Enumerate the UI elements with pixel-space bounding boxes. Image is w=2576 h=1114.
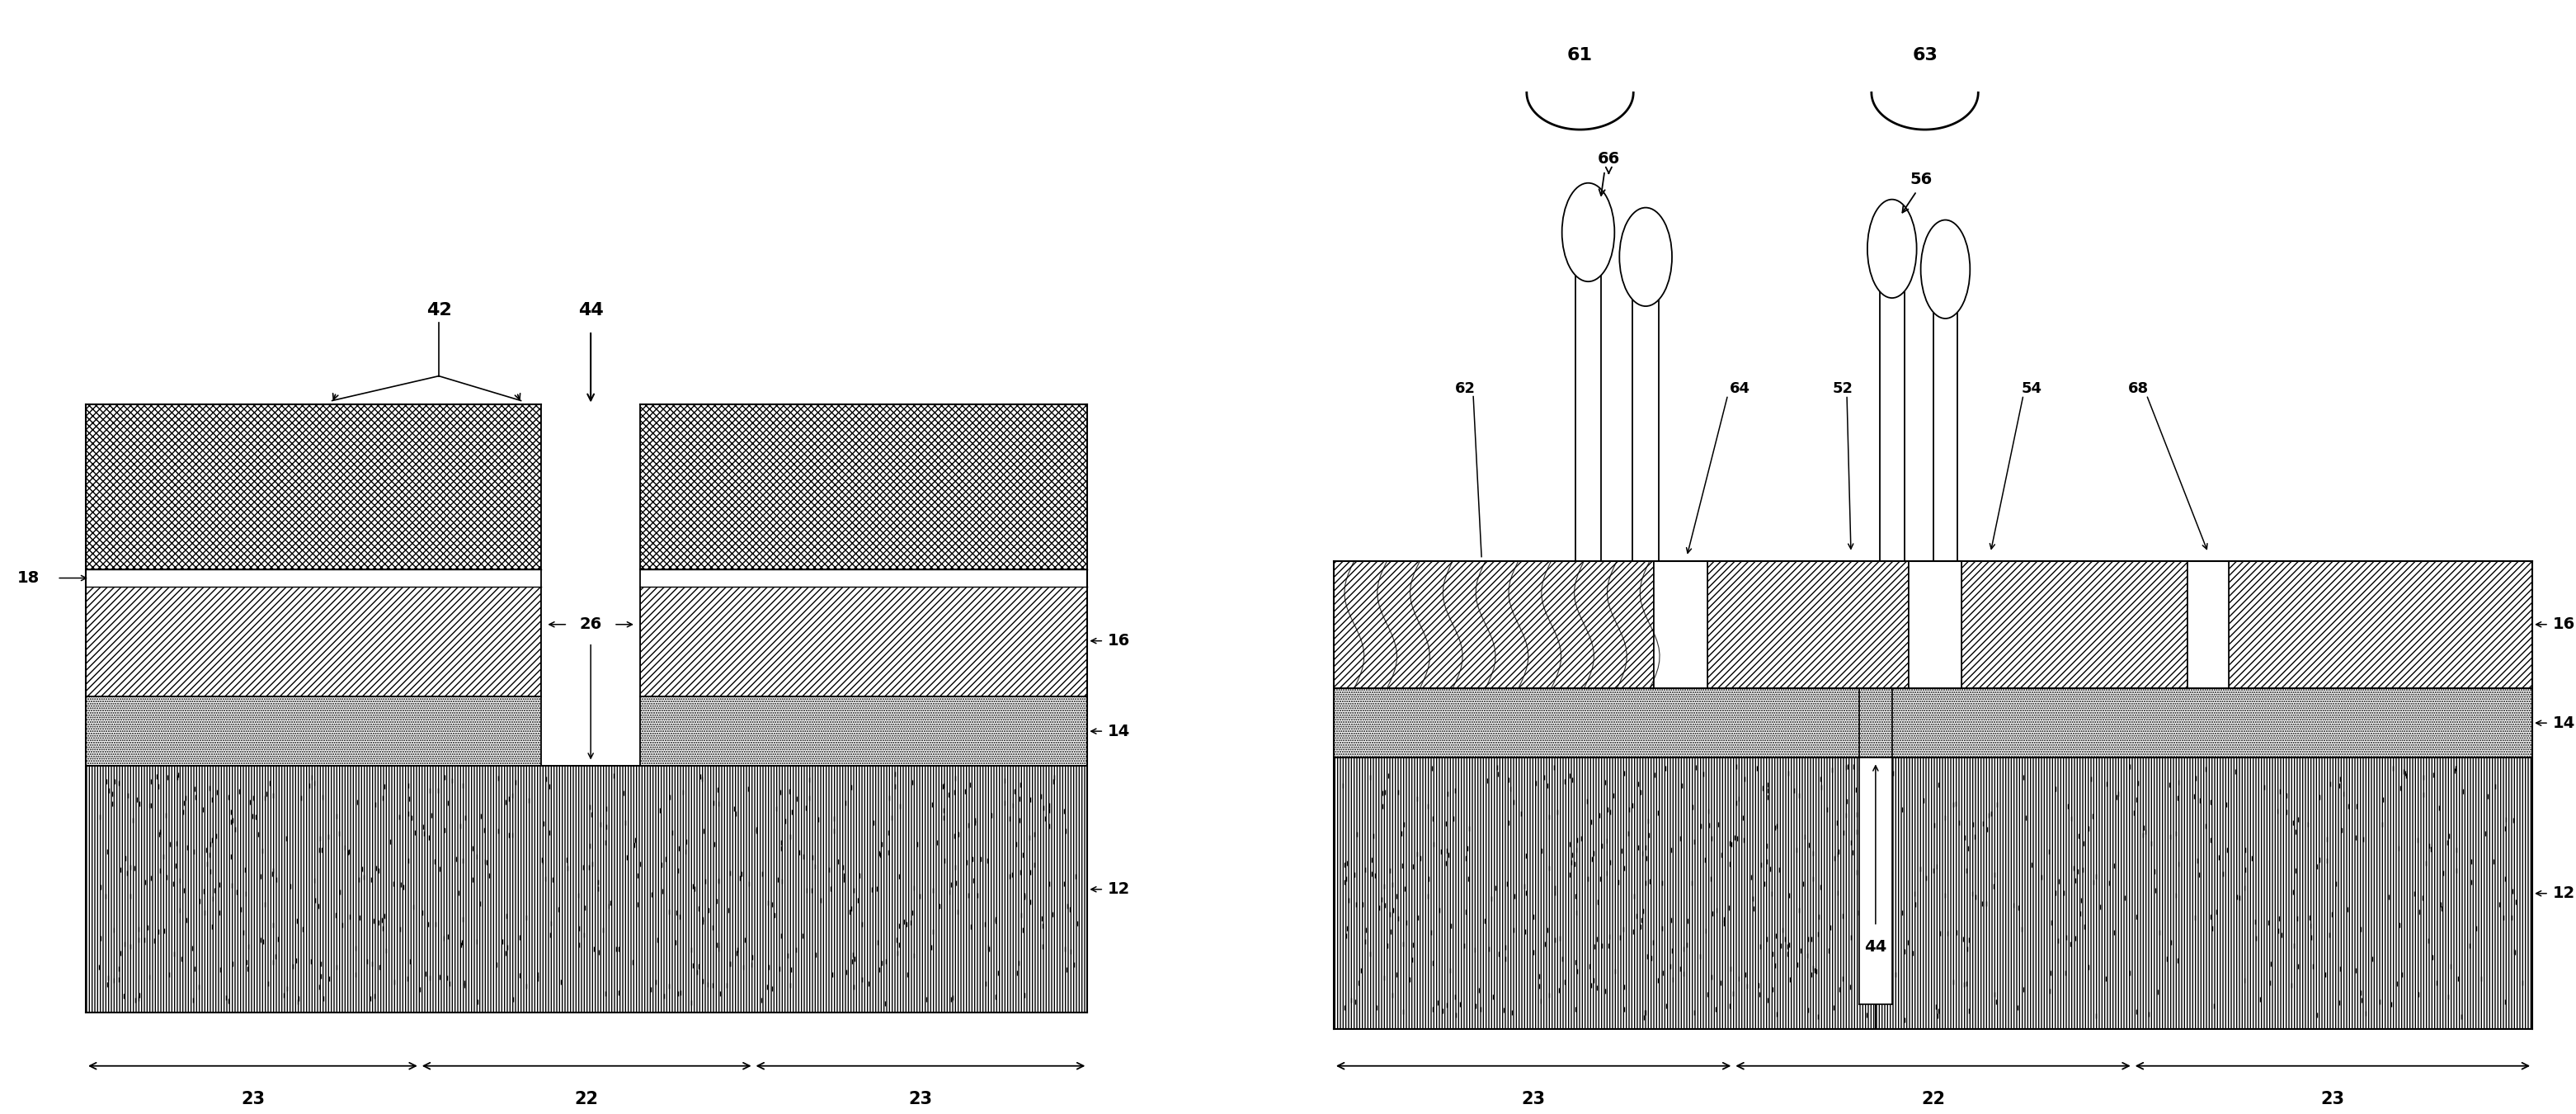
Ellipse shape: [1561, 183, 1615, 282]
Bar: [2187, 560, 2228, 688]
Bar: [85, 404, 541, 569]
Bar: [85, 766, 1087, 1013]
Bar: [1963, 560, 2187, 688]
Bar: [1875, 758, 2532, 1029]
Text: 16: 16: [1108, 633, 1131, 648]
Text: 62: 62: [1455, 381, 1476, 395]
Text: 54: 54: [2022, 381, 2043, 395]
Bar: [541, 404, 554, 766]
Text: 63: 63: [1911, 48, 1937, 63]
Text: 18: 18: [18, 570, 39, 586]
Text: 23: 23: [1522, 1091, 1546, 1107]
Bar: [541, 404, 639, 766]
Bar: [1334, 758, 1875, 1029]
Ellipse shape: [1868, 199, 1917, 297]
Text: 52: 52: [1832, 381, 1852, 395]
Text: 56: 56: [1909, 172, 1932, 187]
Text: 44: 44: [1865, 939, 1886, 955]
Text: 42: 42: [425, 302, 451, 319]
Bar: [85, 696, 1087, 766]
Text: 23: 23: [2321, 1091, 2344, 1107]
Text: 12: 12: [2553, 886, 2576, 901]
Text: 22: 22: [1922, 1091, 1945, 1107]
Text: 22: 22: [574, 1091, 598, 1107]
Text: 23: 23: [240, 1091, 265, 1107]
Ellipse shape: [1620, 207, 1672, 306]
Bar: [639, 569, 1087, 587]
Bar: [2228, 560, 2532, 688]
Text: 66: 66: [1597, 150, 1620, 167]
Bar: [639, 404, 1087, 569]
Text: 26: 26: [580, 617, 603, 633]
Text: 23: 23: [909, 1091, 933, 1107]
Bar: [1334, 688, 2532, 758]
Text: 68: 68: [2128, 381, 2148, 395]
Text: 14: 14: [1108, 723, 1131, 739]
Bar: [1860, 758, 1891, 1005]
Bar: [85, 569, 541, 587]
Bar: [629, 404, 639, 766]
Text: 14: 14: [2553, 715, 2576, 731]
Text: 44: 44: [577, 302, 603, 319]
Text: 16: 16: [2553, 617, 2576, 633]
Bar: [85, 569, 541, 696]
Bar: [1654, 560, 1708, 688]
Bar: [1334, 560, 1654, 688]
Ellipse shape: [1922, 219, 1971, 319]
Text: 12: 12: [1108, 881, 1131, 897]
Bar: [639, 569, 1087, 696]
Text: 61: 61: [1566, 48, 1592, 63]
Text: 64: 64: [1731, 381, 1752, 395]
Bar: [1708, 560, 1909, 688]
Bar: [1909, 560, 1963, 688]
